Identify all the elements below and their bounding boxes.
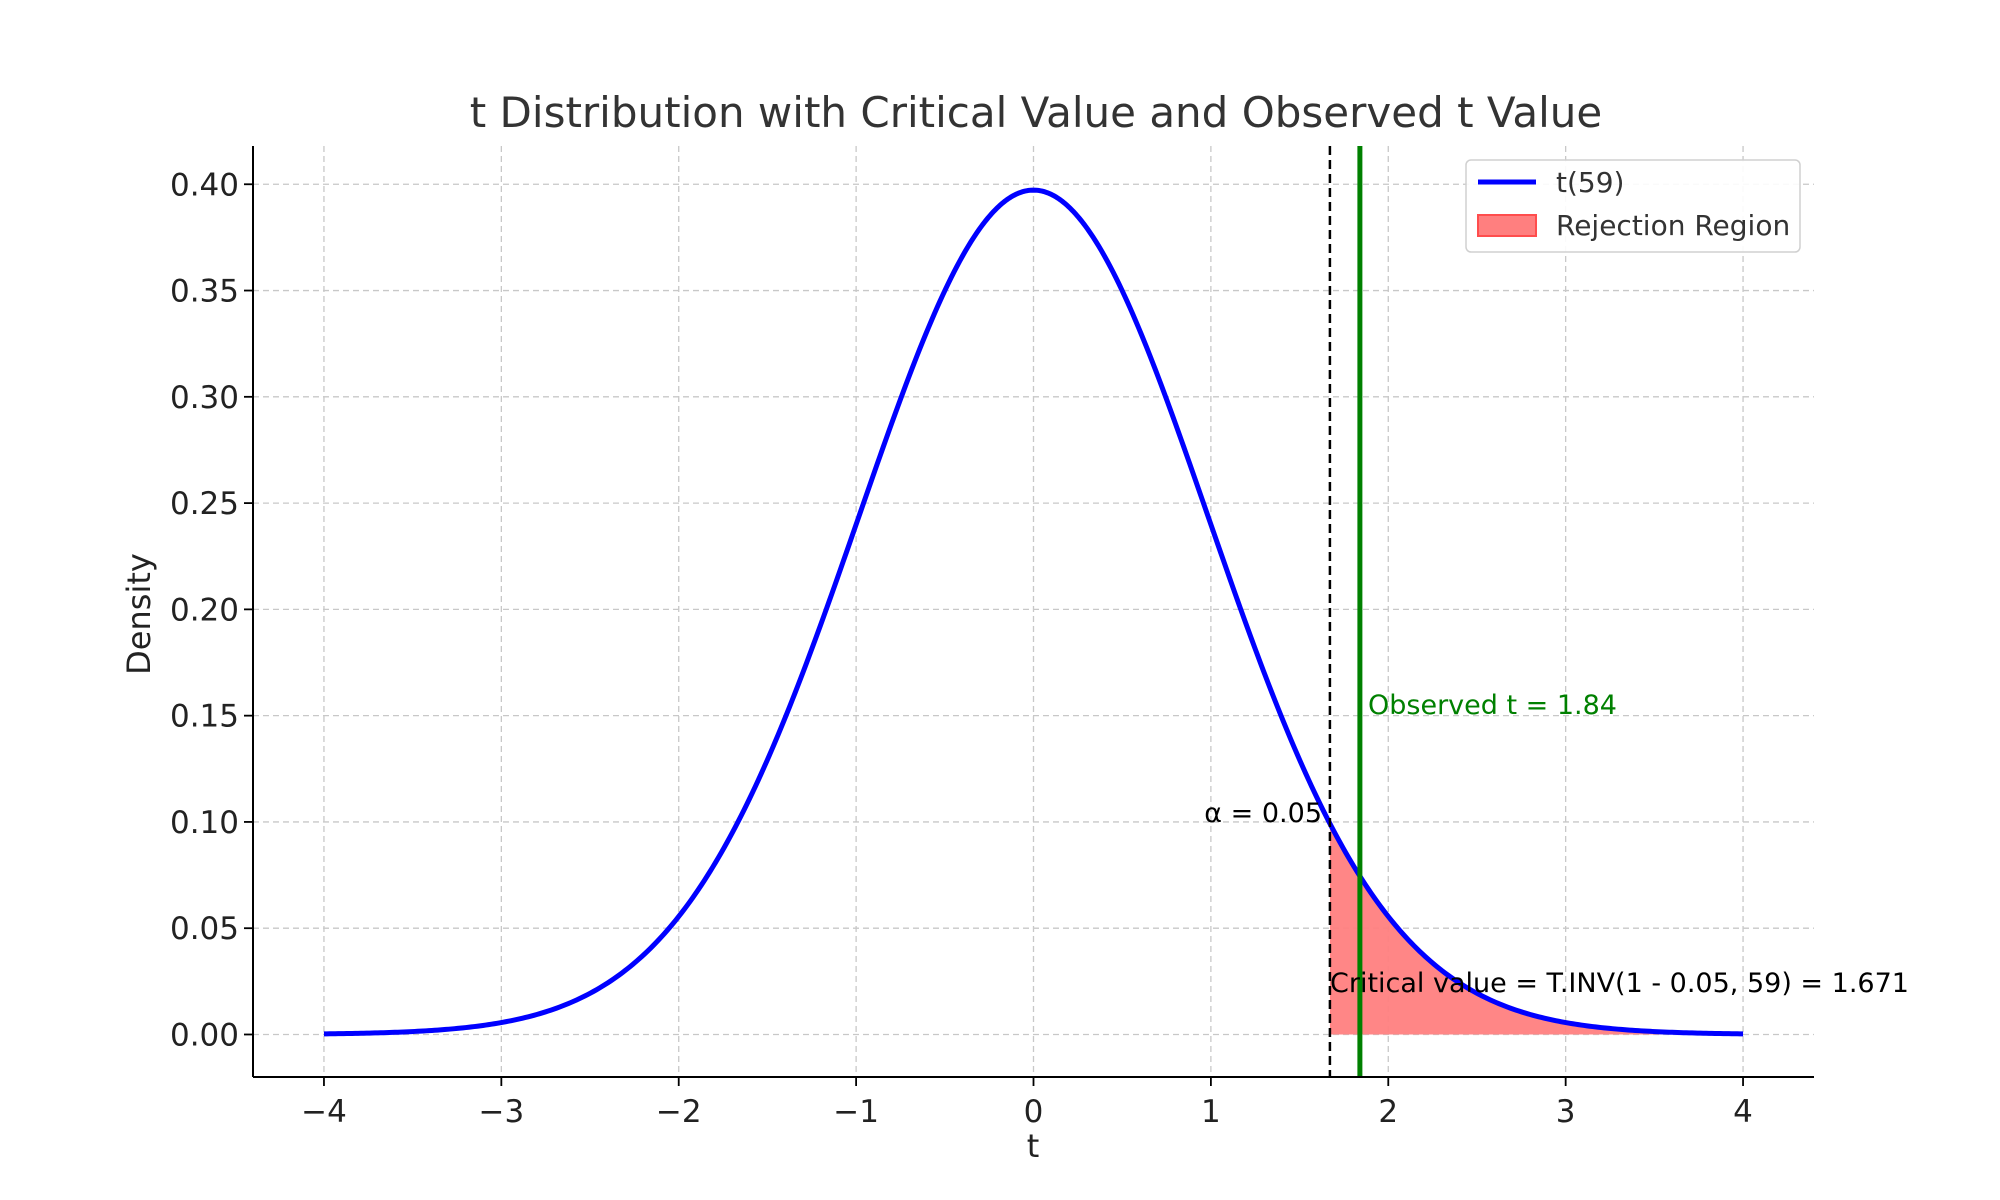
x-axis-ticks: −4 −3 −2 −1 0 1 2 3 4 [301, 1077, 1753, 1130]
y-tick-label: 0.20 [170, 592, 239, 628]
x-tick-label: 1 [1201, 1094, 1221, 1130]
x-tick-label: −2 [656, 1094, 702, 1130]
y-axis-label: Density [120, 553, 158, 675]
x-tick-label: −1 [833, 1094, 879, 1130]
legend: t(59) Rejection Region [1465, 159, 1801, 253]
x-gridlines [323, 146, 1744, 1077]
rejection-region-fill [1329, 823, 1744, 1035]
chart-title: t Distribution with Critical Value and O… [470, 88, 1603, 137]
critical-value-annotation: Critical value = T.INV(1 - 0.05, 59) = 1… [1330, 968, 1909, 999]
x-axis-label: t [1027, 1127, 1040, 1165]
x-tick-label: 3 [1556, 1094, 1576, 1130]
legend-label-rejection: Rejection Region [1556, 209, 1790, 242]
y-tick-label: 0.30 [170, 380, 239, 416]
y-tick-label: 0.05 [170, 911, 239, 947]
legend-box [1465, 159, 1801, 253]
t-distribution-curve [323, 187, 1744, 1037]
legend-label-curve: t(59) [1556, 166, 1624, 199]
y-tick-label: 0.00 [170, 1017, 239, 1053]
y-tick-label: 0.15 [170, 699, 239, 735]
y-tick-label: 0.40 [170, 167, 239, 203]
x-tick-label: −4 [301, 1094, 347, 1130]
alpha-annotation: α = 0.05 [1204, 798, 1322, 829]
legend-swatch-rejection [1477, 214, 1537, 237]
y-tick-label: 0.35 [170, 274, 239, 310]
x-tick-label: 2 [1378, 1094, 1398, 1130]
observed-t-annotation: Observed t = 1.84 [1368, 690, 1617, 721]
x-tick-label: 4 [1733, 1094, 1753, 1130]
x-tick-label: −3 [478, 1094, 524, 1130]
x-tick-label: 0 [1024, 1094, 1044, 1130]
y-tick-label: 0.10 [170, 805, 239, 841]
y-axis-ticks: 0.00 0.05 0.10 0.15 0.20 0.25 0.30 0.35 0.40 [170, 167, 253, 1053]
y-tick-label: 0.25 [170, 486, 239, 522]
